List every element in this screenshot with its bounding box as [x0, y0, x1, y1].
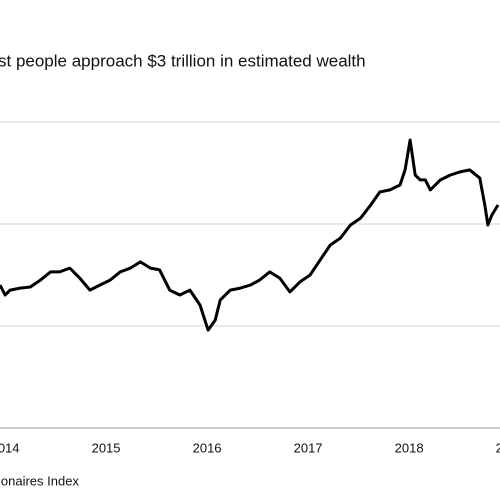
x-tick-label: 2017 — [294, 440, 323, 455]
line-series — [0, 138, 500, 332]
source: ionaires Index — [0, 473, 79, 488]
x-tick-label: 2016 — [193, 440, 222, 455]
x-tick-label: 2014 — [0, 440, 20, 455]
x-tick-label: 2015 — [92, 440, 121, 455]
x-tick-label: 2019 — [496, 440, 500, 455]
x-tick-label: 2018 — [395, 440, 424, 455]
chart-title: st people approach $3 trillion in estima… — [0, 51, 366, 70]
